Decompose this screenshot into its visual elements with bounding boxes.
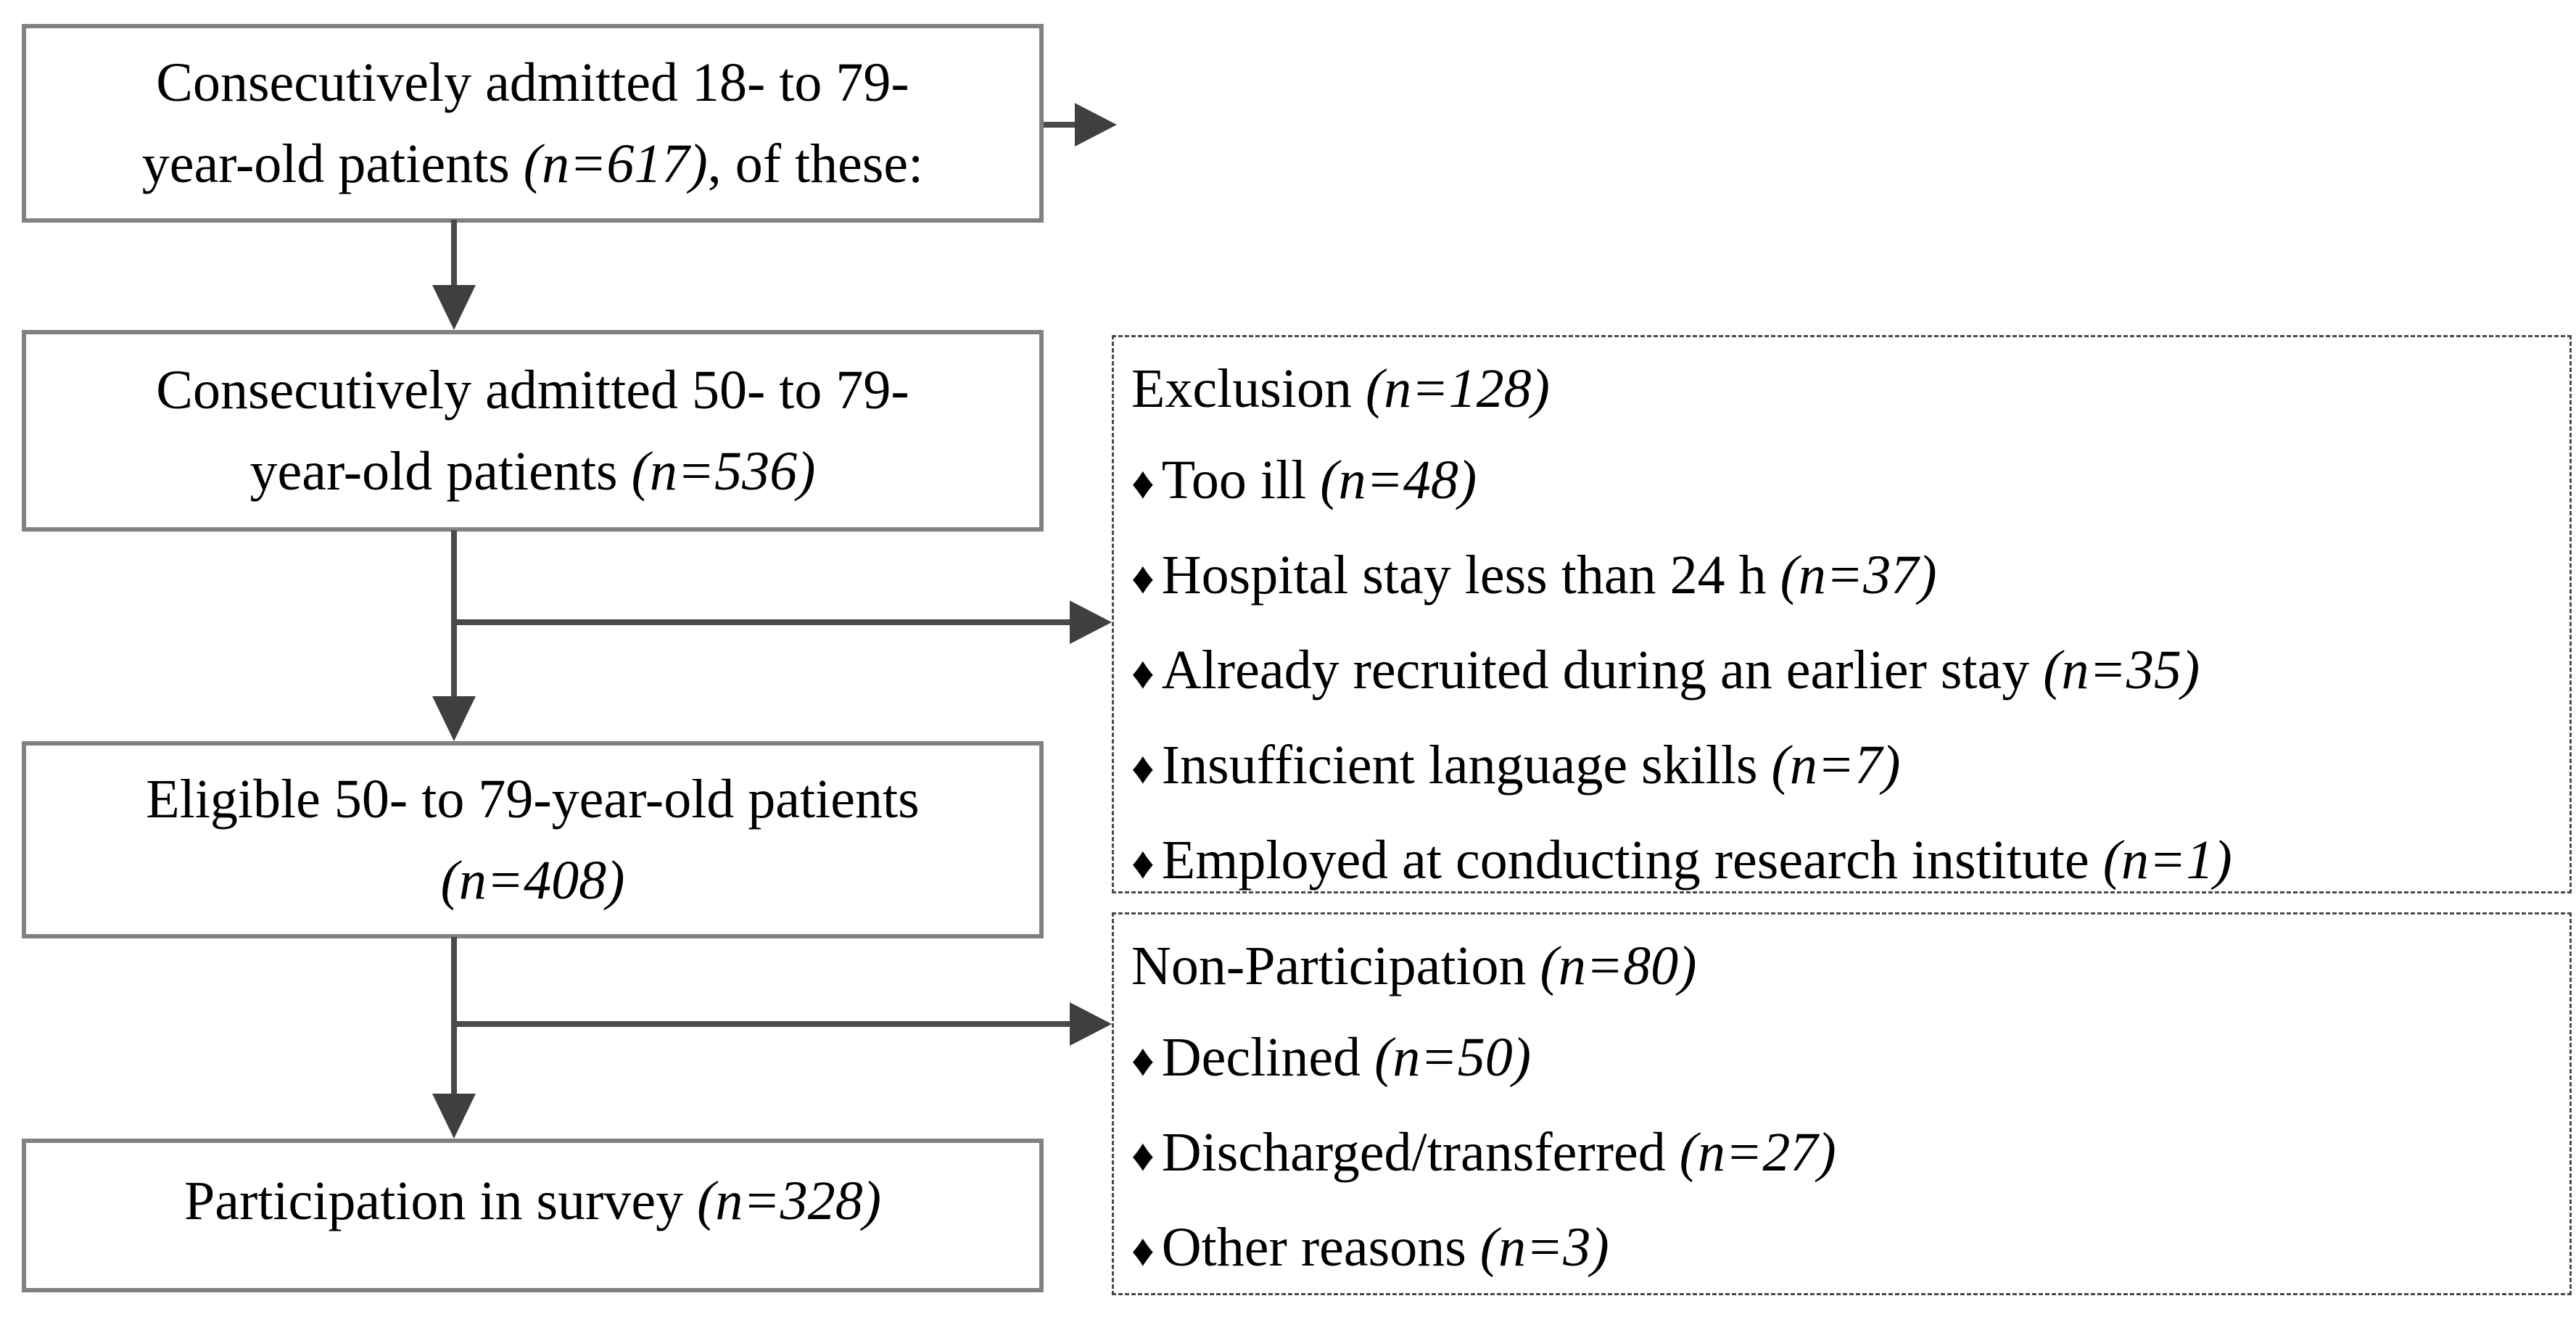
diamond-bullet-icon: ♦: [1131, 1226, 1155, 1276]
flow-box-eligible: Eligible 50- to 79-year-old patients (n=…: [22, 741, 1044, 938]
box-text: Consecutively admitted 18- to 79-: [156, 52, 909, 113]
list-item: ♦ Insufficient language skills (n=7): [1131, 719, 2562, 814]
list-item: ♦ Too ill (n=48): [1131, 434, 2562, 529]
flow-box-admitted-50-79: Consecutively admitted 50- to 79- year-o…: [22, 330, 1044, 532]
diamond-bullet-icon: ♦: [1131, 1131, 1155, 1181]
item-text: Discharged/transferred: [1161, 1122, 1680, 1183]
arrowhead-down-box2: [432, 285, 476, 330]
connector-box2-box3: [451, 530, 457, 698]
box-text-line: year-old patients (n=536): [250, 431, 816, 512]
box-text-line: Eligible 50- to 79-year-old patients: [146, 759, 919, 840]
box-text-line: year-old patients (n=617), of these:: [142, 123, 924, 205]
flow-box-participation: Participation in survey (n=328): [22, 1139, 1044, 1292]
n-value: (n=27): [1679, 1122, 1836, 1183]
n-value: (n=128): [1365, 358, 1550, 419]
flow-box-non-participation: Non-Participation (n=80) ♦ Declined (n=50…: [1112, 912, 2572, 1295]
n-value: (n=50): [1374, 1027, 1532, 1088]
n-value: (n=35): [2043, 640, 2200, 701]
flow-box-exclusion: Exclusion (n=128) ♦ Too ill (n=48) ♦ Hospi…: [1112, 335, 2572, 893]
item-text: Hospital stay less than 24 h: [1161, 545, 1780, 606]
box-text: year-old patients: [249, 441, 632, 502]
arrowhead-down-box4: [432, 1094, 476, 1139]
box-text: Consecutively admitted 50- to 79-: [156, 360, 909, 421]
n-value: (n=7): [1771, 735, 1901, 796]
item-text: Insufficient language skills: [1161, 735, 1772, 796]
diamond-bullet-icon: ♦: [1131, 458, 1155, 508]
item-text: Too ill: [1161, 450, 1321, 511]
item-text: Employed at conducting research institut…: [1161, 830, 2103, 891]
diamond-bullet-icon: ♦: [1131, 648, 1155, 698]
arrowhead-right-non-participation: [1070, 1002, 1112, 1046]
connector-branch-exclusion: [454, 619, 1071, 625]
n-value: (n=37): [1780, 545, 1937, 606]
n-value: (n=1): [2102, 830, 2232, 891]
n-value: (n=408): [440, 850, 625, 911]
box-text: Eligible 50- to 79-year-old patients: [146, 769, 920, 830]
list-item: ♦ Other reasons (n=3): [1131, 1202, 2562, 1297]
arrowhead-right-exclusion: [1070, 600, 1112, 644]
n-value: (n=3): [1479, 1217, 1609, 1278]
list-item: ♦ Employed at conducting research institu…: [1131, 814, 2562, 909]
arrowhead-down-box3: [432, 696, 476, 741]
box-text-line: Consecutively admitted 50- to 79-: [156, 350, 909, 431]
connector-box1-box2: [451, 220, 457, 289]
n-value: (n=536): [631, 441, 816, 502]
connector-box3-box4: [451, 937, 457, 1097]
flow-box-admitted-18-79: Consecutively admitted 18- to 79- year-o…: [22, 24, 1044, 223]
box-text-line: (n=408): [441, 840, 625, 921]
item-text: Other reasons: [1161, 1217, 1480, 1278]
list-item: ♦ Declined (n=50): [1131, 1012, 2562, 1107]
diamond-bullet-icon: ♦: [1131, 743, 1155, 793]
arrowhead-right-box1: [1075, 103, 1117, 146]
connector-branch-non-participation: [454, 1021, 1071, 1027]
box-text: , of these:: [707, 133, 924, 194]
connector-box1-right: [1044, 122, 1076, 128]
title-text: Non-Participation: [1131, 936, 1540, 996]
exclusion-title: Exclusion (n=128): [1131, 343, 2562, 434]
list-item: ♦ Hospital stay less than 24 h (n=37): [1131, 529, 2562, 624]
box-text-line: Consecutively admitted 18- to 79-: [156, 42, 909, 123]
diamond-bullet-icon: ♦: [1131, 1036, 1155, 1086]
list-item: ♦ Already recruited during an earlier sta…: [1131, 624, 2562, 719]
box-text: Participation in survey: [184, 1171, 698, 1231]
non-participation-title: Non-Participation (n=80): [1131, 920, 2562, 1012]
n-value: (n=80): [1540, 936, 1697, 996]
item-text: Declined: [1161, 1027, 1375, 1088]
box-text: year-old patients: [141, 133, 524, 194]
n-value: (n=328): [697, 1171, 881, 1231]
n-value: (n=617): [523, 133, 708, 194]
diamond-bullet-icon: ♦: [1131, 838, 1155, 888]
box-text-line: Participation in survey (n=328): [184, 1160, 881, 1242]
n-value: (n=48): [1320, 450, 1477, 511]
list-item: ♦ Discharged/transferred (n=27): [1131, 1107, 2562, 1202]
item-text: Already recruited during an earlier stay: [1161, 640, 2044, 701]
diamond-bullet-icon: ♦: [1131, 553, 1155, 603]
title-text: Exclusion: [1131, 358, 1366, 419]
